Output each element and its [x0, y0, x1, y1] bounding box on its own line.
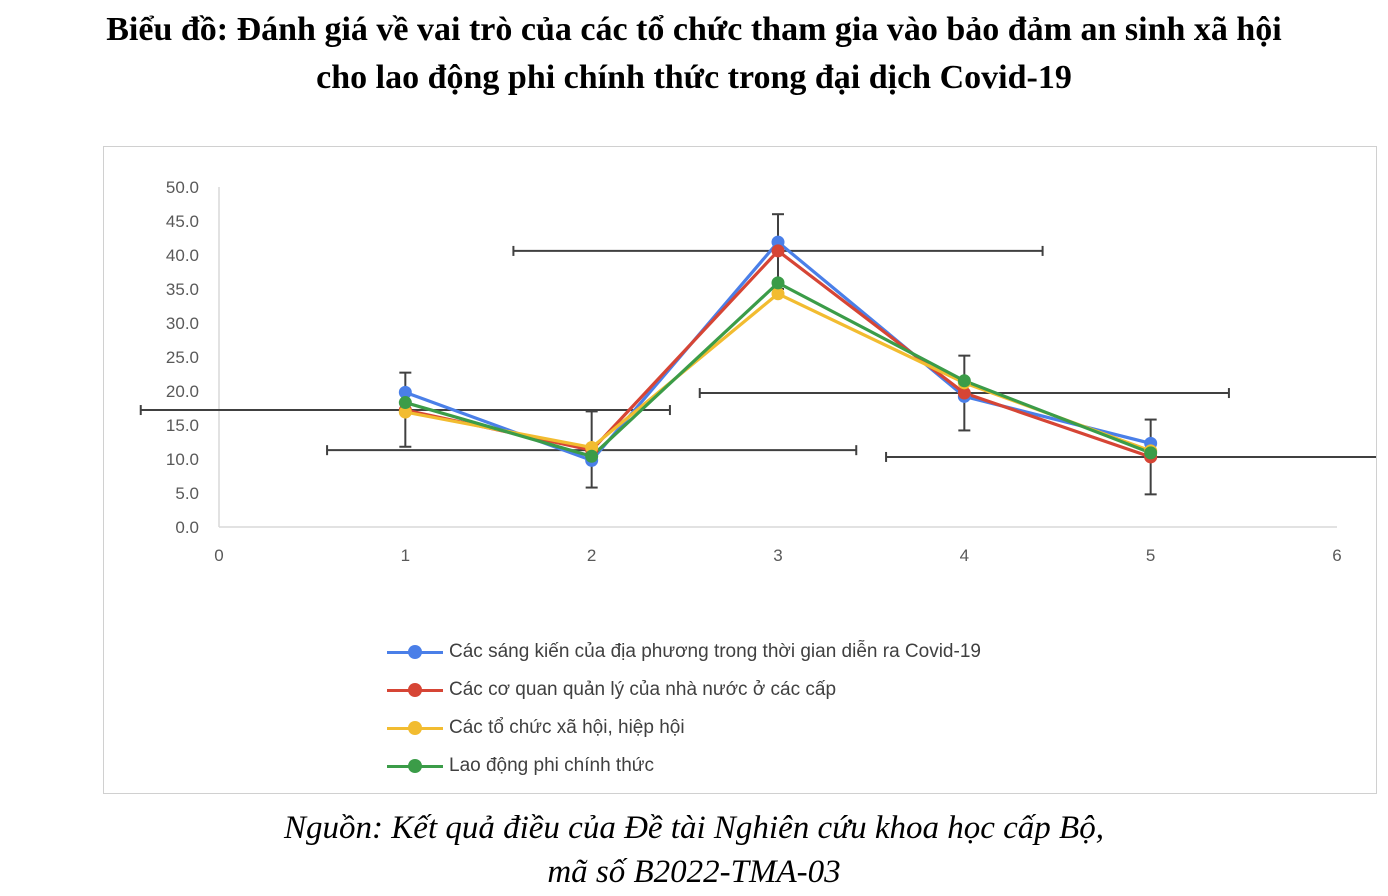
y-tick-label: 25.0	[166, 348, 199, 367]
series-3-point	[398, 405, 412, 419]
y-tick-label: 50.0	[166, 178, 199, 197]
y-tick-label: 35.0	[166, 280, 199, 299]
chart-title-line-2: cho lao động phi chính thức trong đại dị…	[316, 59, 1072, 96]
source-line-1: Nguồn: Kết quả điều của Đề tài Nghiên cứ…	[284, 810, 1104, 846]
x-tick-label: 2	[587, 546, 596, 565]
chart-frame: 0.0 5.0 10.0 15.0 20.0 25.0 30.0 35.0 40.0 45.0 50…	[103, 146, 1377, 794]
legend-swatch	[387, 718, 443, 738]
series-line-3	[403, 292, 1153, 453]
series-2-point	[771, 244, 785, 258]
x-tick-label: 5	[1146, 546, 1155, 565]
plot-area: 0.05.010.015.020.025.030.035.040.045.050…	[139, 178, 1376, 565]
x-tick-label: 0	[214, 546, 223, 565]
legend-swatch	[387, 642, 443, 662]
series-4-point	[771, 276, 785, 290]
y-tick-label: 40.0	[166, 246, 199, 265]
y-tick-label: 5.0	[175, 484, 199, 503]
x-tick-label: 4	[960, 546, 969, 565]
chart-title-line-1: Biểu đồ: Đánh giá về vai trò của các tổ …	[106, 11, 1282, 48]
legend-swatch	[387, 756, 443, 776]
legend-label: Lao động phi chính thức	[449, 755, 654, 776]
legend-label: Các tổ chức xã hội, hiệp hội	[449, 717, 685, 738]
legend-label: Các sáng kiến của địa phương trong thời …	[449, 641, 981, 662]
chart-title: Biểu đồ: Đánh giá về vai trò của các tổ …	[0, 6, 1388, 102]
y-tick-label: 20.0	[166, 382, 199, 401]
legend-label: Các cơ quan quản lý của nhà nước ở các c…	[449, 679, 837, 700]
series-4-point	[957, 374, 971, 388]
series-4-point	[1144, 446, 1158, 460]
x-tick-label: 3	[773, 546, 782, 565]
series-4-point	[585, 449, 599, 463]
source-line-2: mã số B2022-TMA-03	[547, 854, 841, 890]
series-3-point	[771, 287, 785, 301]
series-1-point	[398, 385, 412, 399]
legend-item: Các sáng kiến của địa phương trong thời …	[387, 633, 981, 671]
y-tick-label: 15.0	[166, 416, 199, 435]
y-tick-label: 10.0	[166, 450, 199, 469]
series-line-4	[403, 281, 1153, 458]
x-tick-label: 6	[1332, 546, 1341, 565]
source-note: Nguồn: Kết quả điều của Đề tài Nghiên cứ…	[0, 806, 1388, 894]
series-4-point	[398, 396, 412, 410]
x-tick-label: 1	[401, 546, 410, 565]
legend-item: Các tổ chức xã hội, hiệp hội	[387, 709, 981, 747]
y-tick-label: 45.0	[166, 212, 199, 231]
legend-item: Các cơ quan quản lý của nhà nước ở các c…	[387, 671, 981, 709]
y-tick-label: 30.0	[166, 314, 199, 333]
legend-swatch	[387, 680, 443, 700]
y-tick-label: 0.0	[175, 518, 199, 537]
legend-item: Lao động phi chính thức	[387, 747, 981, 785]
series-2-point	[957, 386, 971, 400]
legend: Các sáng kiến của địa phương trong thời …	[387, 633, 981, 785]
